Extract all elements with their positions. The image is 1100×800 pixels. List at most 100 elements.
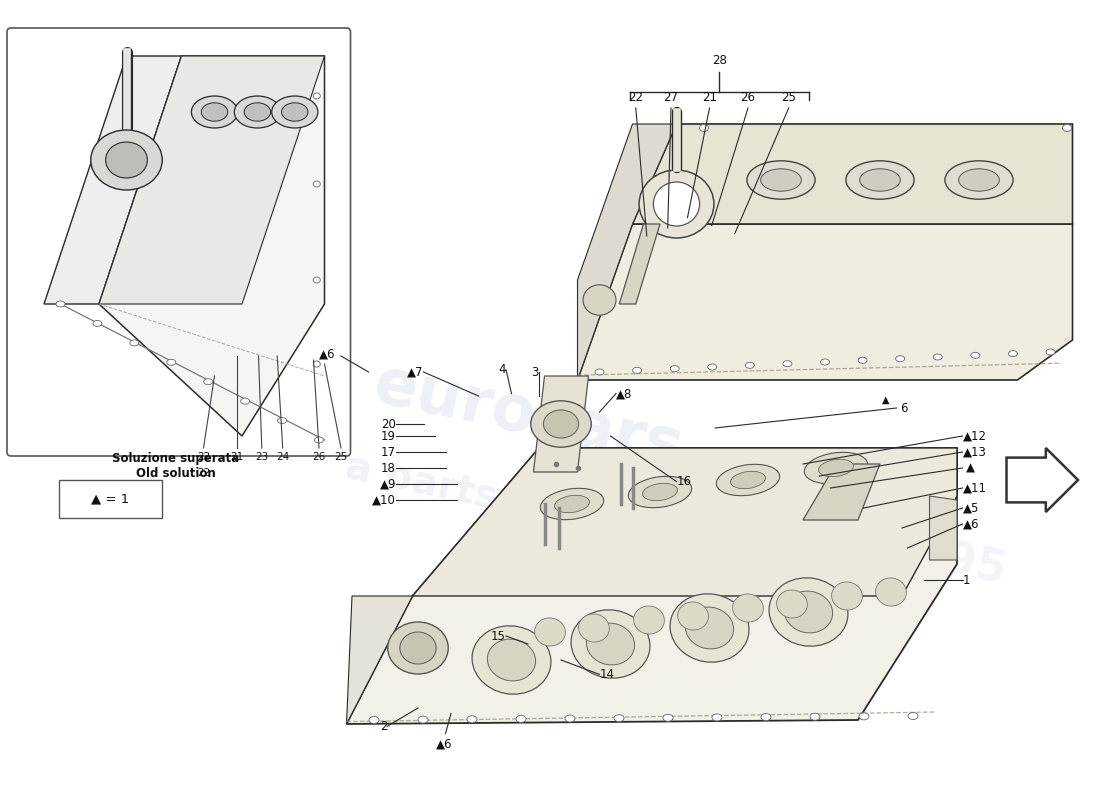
Ellipse shape: [418, 716, 428, 723]
Polygon shape: [619, 224, 660, 304]
Ellipse shape: [234, 96, 280, 128]
Ellipse shape: [769, 578, 848, 646]
Text: 22: 22: [197, 452, 210, 462]
Text: ▲13: ▲13: [962, 446, 987, 458]
Ellipse shape: [933, 354, 943, 360]
Text: 25: 25: [781, 91, 796, 104]
Ellipse shape: [846, 161, 914, 199]
Ellipse shape: [730, 471, 766, 489]
Ellipse shape: [632, 367, 641, 374]
Ellipse shape: [535, 618, 565, 646]
Ellipse shape: [1046, 349, 1055, 355]
Ellipse shape: [204, 378, 212, 385]
Ellipse shape: [586, 623, 635, 665]
Ellipse shape: [783, 361, 792, 366]
FancyBboxPatch shape: [58, 480, 162, 518]
Text: 27: 27: [663, 91, 679, 104]
Text: 25: 25: [334, 452, 348, 462]
Ellipse shape: [784, 591, 833, 633]
Text: 3: 3: [531, 366, 539, 378]
Ellipse shape: [707, 364, 717, 370]
Text: ▲8: ▲8: [616, 387, 632, 400]
Ellipse shape: [642, 483, 678, 501]
Ellipse shape: [712, 714, 722, 721]
Text: ▲: ▲: [882, 395, 889, 405]
Ellipse shape: [543, 410, 579, 438]
Polygon shape: [346, 448, 957, 724]
Ellipse shape: [315, 437, 323, 443]
Ellipse shape: [106, 142, 147, 178]
Text: 1995: 1995: [881, 526, 1011, 594]
Ellipse shape: [167, 359, 176, 366]
Ellipse shape: [685, 607, 734, 649]
Ellipse shape: [244, 102, 271, 122]
Text: 18: 18: [381, 462, 396, 474]
Ellipse shape: [314, 361, 320, 367]
Ellipse shape: [56, 301, 65, 307]
Ellipse shape: [634, 606, 664, 634]
Ellipse shape: [272, 96, 318, 128]
Text: eurocars: eurocars: [367, 353, 689, 479]
Text: 19: 19: [381, 430, 396, 442]
Ellipse shape: [628, 476, 692, 508]
Ellipse shape: [368, 717, 379, 723]
Ellipse shape: [282, 102, 308, 122]
Ellipse shape: [663, 714, 673, 722]
Polygon shape: [99, 56, 324, 436]
Text: ▲6: ▲6: [962, 518, 979, 530]
Text: 21: 21: [702, 91, 717, 104]
Text: ▲: ▲: [966, 462, 975, 474]
Text: 24: 24: [276, 452, 289, 462]
Ellipse shape: [1009, 350, 1018, 357]
Ellipse shape: [777, 590, 807, 618]
Text: 1: 1: [962, 574, 970, 586]
Ellipse shape: [761, 169, 801, 191]
Ellipse shape: [277, 418, 287, 423]
Ellipse shape: [733, 594, 763, 622]
Ellipse shape: [876, 578, 906, 606]
Ellipse shape: [761, 714, 771, 721]
Text: Soluzione superata
Old solution: Soluzione superata Old solution: [112, 452, 240, 480]
FancyBboxPatch shape: [7, 28, 351, 456]
Ellipse shape: [468, 716, 477, 722]
Text: 22: 22: [628, 91, 643, 104]
Ellipse shape: [958, 169, 999, 191]
Ellipse shape: [191, 96, 238, 128]
Polygon shape: [44, 56, 182, 304]
Polygon shape: [803, 464, 880, 520]
Ellipse shape: [747, 161, 815, 199]
Ellipse shape: [971, 352, 980, 358]
Polygon shape: [578, 224, 1072, 380]
Text: ▲10: ▲10: [372, 494, 396, 506]
Text: 14: 14: [600, 668, 615, 681]
Text: 22: 22: [197, 468, 210, 478]
Ellipse shape: [818, 459, 854, 477]
Polygon shape: [534, 376, 588, 472]
Ellipse shape: [314, 277, 320, 283]
Ellipse shape: [487, 639, 536, 681]
Ellipse shape: [92, 321, 102, 326]
Text: 20: 20: [381, 418, 396, 430]
Ellipse shape: [858, 358, 867, 363]
Ellipse shape: [653, 182, 700, 226]
Polygon shape: [930, 496, 957, 560]
Ellipse shape: [400, 632, 436, 664]
Text: 4: 4: [498, 363, 506, 376]
Text: 2: 2: [379, 720, 387, 733]
Ellipse shape: [314, 181, 320, 187]
Ellipse shape: [821, 359, 829, 365]
Text: ▲12: ▲12: [962, 430, 987, 442]
Ellipse shape: [540, 488, 604, 520]
Ellipse shape: [670, 366, 679, 372]
Ellipse shape: [516, 715, 526, 722]
Text: ▲5: ▲5: [962, 502, 979, 514]
Ellipse shape: [670, 594, 749, 662]
Text: 15: 15: [491, 630, 506, 642]
Ellipse shape: [595, 369, 604, 375]
Polygon shape: [632, 124, 1072, 224]
Polygon shape: [578, 124, 676, 380]
Text: 6: 6: [900, 402, 908, 414]
Ellipse shape: [579, 614, 609, 642]
Text: a parts store: a parts store: [342, 448, 626, 544]
Ellipse shape: [472, 626, 551, 694]
